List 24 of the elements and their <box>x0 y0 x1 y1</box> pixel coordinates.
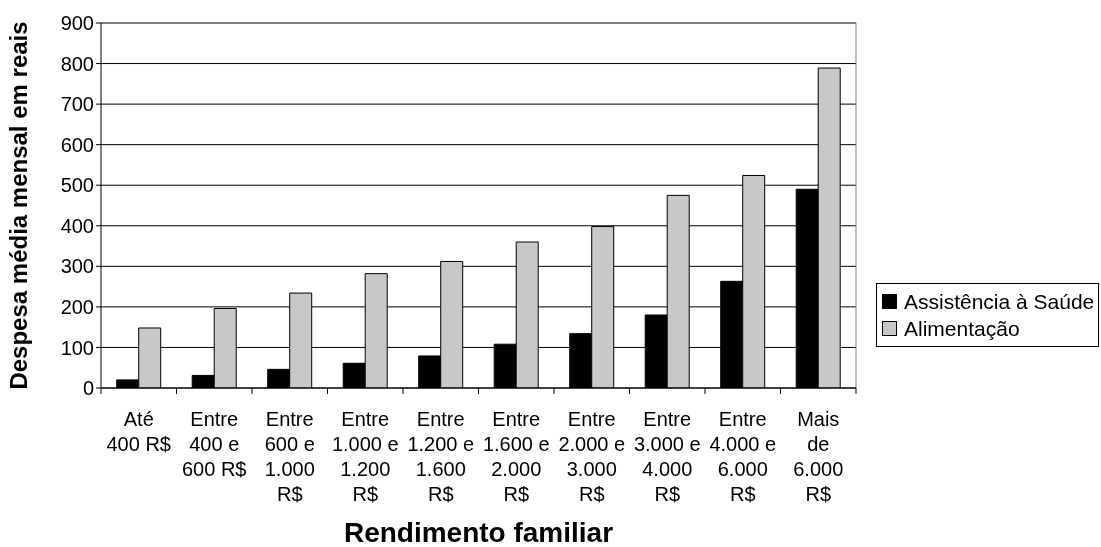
y-tick-label: 900 <box>60 12 94 35</box>
y-tick-label: 600 <box>60 133 94 156</box>
x-tick-label: Entre 1.600 e 2.000 R$ <box>482 408 550 505</box>
y-tick-label: 700 <box>60 93 94 116</box>
x-tick-label: Entre 600 e 1.000 R$ <box>264 408 315 505</box>
y-tick-label: 800 <box>60 52 94 75</box>
x-tick-label: Até 400 R$ <box>106 408 171 455</box>
x-tick-label: Entre 1.200 e 1.600 R$ <box>407 408 475 505</box>
x-tick-label: Entre 4.000 e 6.000 R$ <box>709 408 777 505</box>
y-tick-label: 0 <box>82 377 94 400</box>
x-tick-label: Entre 1.000 e 1.200 R$ <box>331 408 399 505</box>
legend-label: Assistência à Saúde <box>904 289 1095 315</box>
y-tick-label: 100 <box>60 336 94 359</box>
x-tick-label: Entre 3.000 e 4.000 R$ <box>633 408 701 505</box>
legend-label: Alimentação <box>904 316 1020 342</box>
x-axis-title: Rendimento familiar <box>343 517 614 547</box>
y-axis-title: Despesa média mensal em reais <box>4 21 32 390</box>
y-tick-label: 500 <box>60 174 94 197</box>
x-tick-label: Entre 2.000 e 3.000 R$ <box>558 408 626 505</box>
y-tick-label: 300 <box>60 255 94 278</box>
y-tick-label: 200 <box>60 295 94 318</box>
x-tick-label: Mais de 6.000 R$ <box>793 408 844 505</box>
y-tick-label: 400 <box>60 214 94 237</box>
x-tick-label: Entre 400 e 600 R$ <box>182 408 247 480</box>
